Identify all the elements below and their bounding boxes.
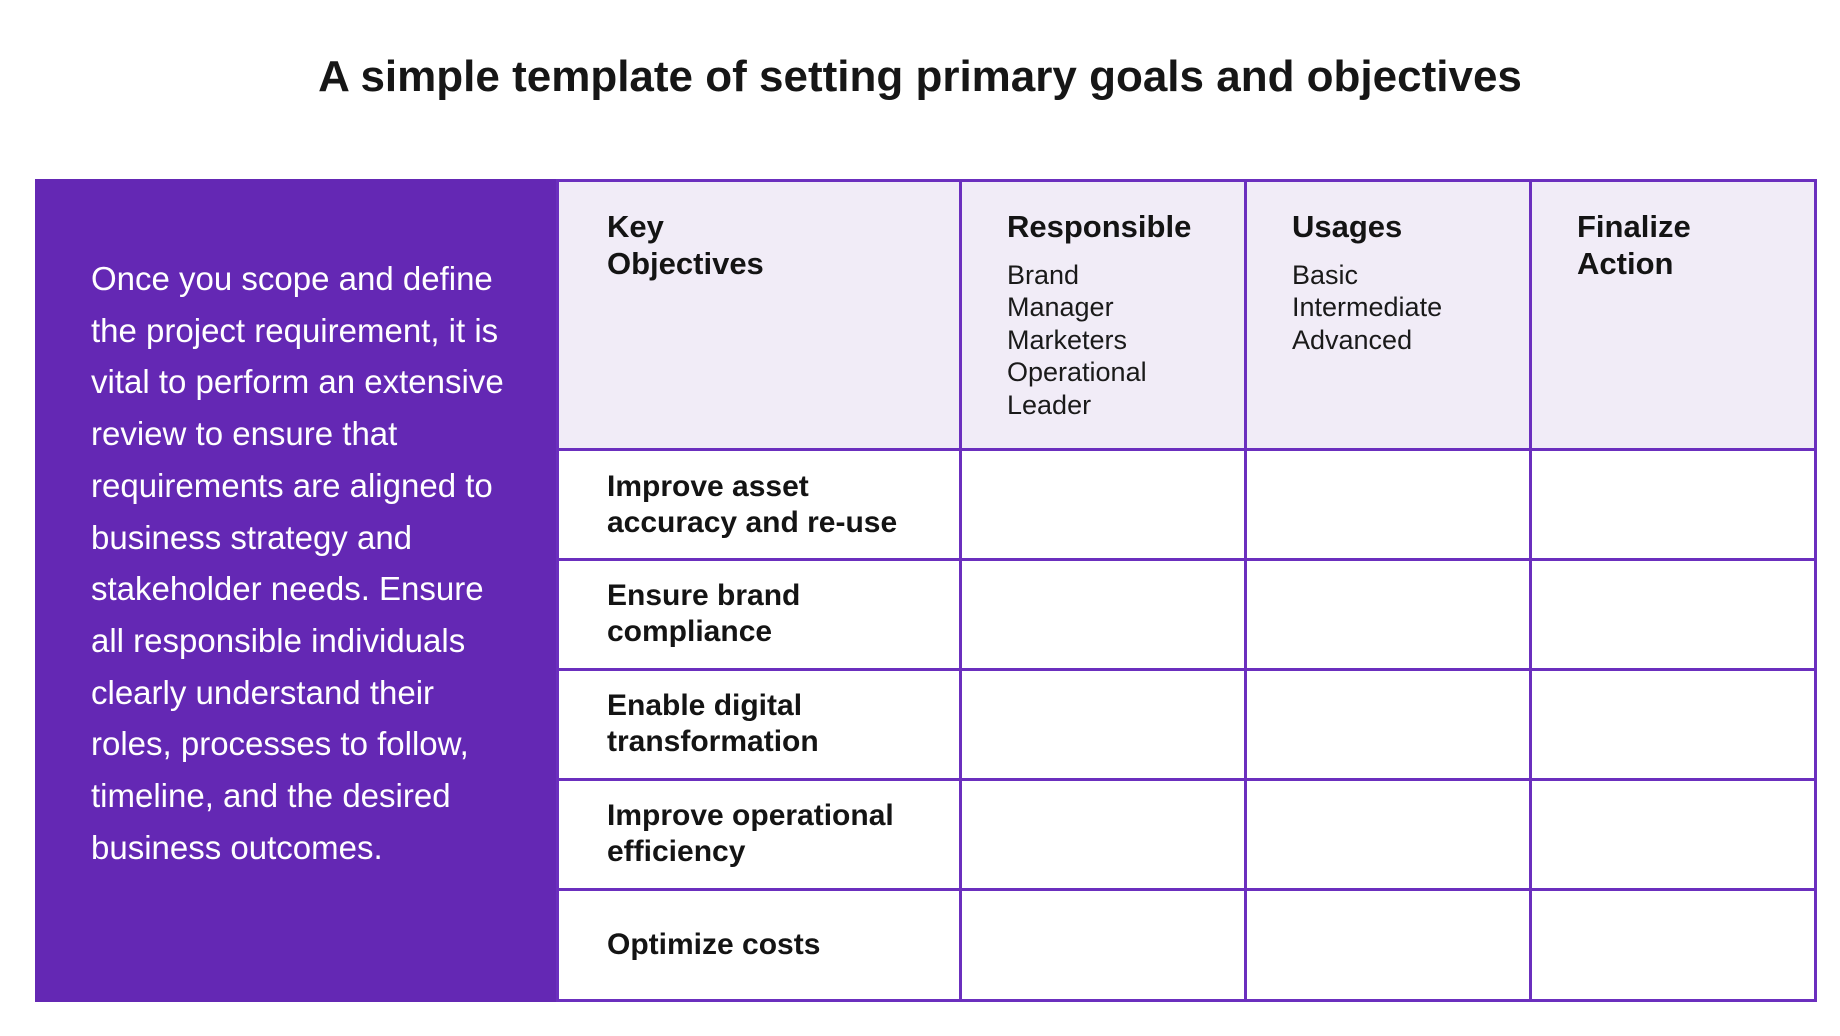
table-row: Ensure brand compliance — [556, 558, 1817, 671]
responsible-options: Brand Manager Marketers Operational Lead… — [1007, 259, 1228, 421]
finalize-action-cell[interactable] — [1529, 448, 1817, 562]
intro-panel: Once you scope and define the project re… — [35, 179, 556, 1002]
finalize-action-cell[interactable] — [1529, 667, 1817, 781]
usages-cell[interactable] — [1244, 777, 1532, 891]
table-row: Improve operational efficiency — [556, 777, 1817, 891]
header-responsible: Responsible Brand Manager Marketers Oper… — [959, 178, 1247, 452]
goals-table: Key Objectives Responsible Brand Manager… — [556, 178, 1817, 1003]
objective-cell: Enable digital transformation — [556, 667, 962, 781]
header-usages: Usages Basic Intermediate Advanced — [1244, 178, 1532, 452]
objective-cell: Optimize costs — [556, 887, 962, 1003]
finalize-action-cell[interactable] — [1529, 777, 1817, 891]
header-key-objectives-label: Key Objectives — [607, 209, 764, 281]
table-row: Optimize costs — [556, 887, 1817, 1003]
objective-cell: Improve asset accuracy and re-use — [556, 448, 962, 562]
finalize-action-cell[interactable] — [1529, 558, 1817, 671]
intro-text: Once you scope and define the project re… — [91, 260, 504, 866]
responsible-cell[interactable] — [959, 448, 1247, 562]
usages-cell[interactable] — [1244, 558, 1532, 671]
responsible-option: Marketers — [1007, 324, 1128, 355]
responsible-cell[interactable] — [959, 777, 1247, 891]
header-usages-label: Usages — [1292, 209, 1403, 244]
finalize-action-cell[interactable] — [1529, 887, 1817, 1003]
header-finalize-action: Finalize Action — [1529, 178, 1817, 452]
usages-cell[interactable] — [1244, 448, 1532, 562]
header-key-objectives: Key Objectives — [556, 178, 962, 452]
usages-options: Basic Intermediate Advanced — [1292, 259, 1513, 356]
usages-option: Intermediate — [1292, 292, 1443, 323]
responsible-cell[interactable] — [959, 887, 1247, 1003]
responsible-cell[interactable] — [959, 558, 1247, 671]
header-responsible-label: Responsible — [1007, 209, 1192, 244]
responsible-option: Operational Leader — [1007, 357, 1147, 420]
responsible-option: Brand Manager — [1007, 260, 1114, 323]
usages-option: Basic — [1292, 260, 1359, 290]
table-row: Improve asset accuracy and re-use — [556, 448, 1817, 562]
usages-cell[interactable] — [1244, 887, 1532, 1003]
header-finalize-action-label: Finalize Action — [1577, 209, 1691, 281]
usages-option: Advanced — [1292, 324, 1413, 355]
table-row: Enable digital transformation — [556, 667, 1817, 781]
page-title: A simple template of setting primary goa… — [318, 52, 1522, 101]
objective-cell: Improve operational efficiency — [556, 777, 962, 891]
table-header-row: Key Objectives Responsible Brand Manager… — [556, 178, 1817, 452]
responsible-cell[interactable] — [959, 667, 1247, 781]
objective-cell: Ensure brand compliance — [556, 558, 962, 671]
usages-cell[interactable] — [1244, 667, 1532, 781]
